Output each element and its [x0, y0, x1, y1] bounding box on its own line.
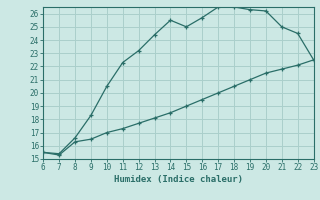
X-axis label: Humidex (Indice chaleur): Humidex (Indice chaleur) — [114, 175, 243, 184]
